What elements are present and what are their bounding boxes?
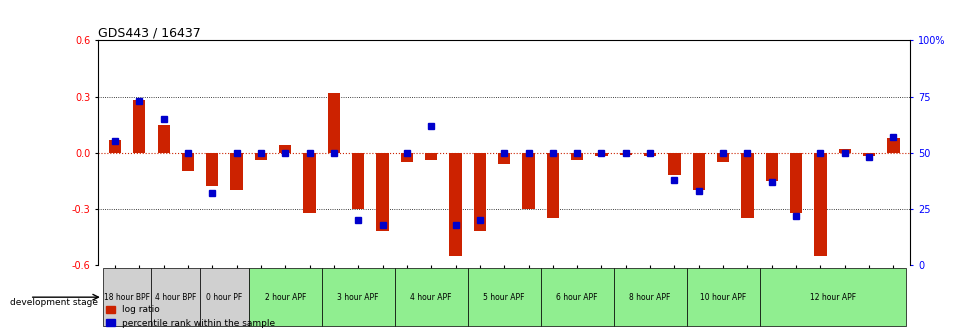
Bar xyxy=(109,139,121,153)
FancyBboxPatch shape xyxy=(686,268,759,326)
Text: 0 hour PF: 0 hour PF xyxy=(206,293,243,302)
Bar xyxy=(546,153,558,218)
FancyBboxPatch shape xyxy=(394,268,467,326)
Text: 8 hour APF: 8 hour APF xyxy=(629,293,670,302)
Text: 6 hour APF: 6 hour APF xyxy=(556,293,598,302)
FancyBboxPatch shape xyxy=(759,268,905,326)
Bar xyxy=(838,149,850,153)
Text: 2 hour APF: 2 hour APF xyxy=(264,293,305,302)
Bar xyxy=(765,153,778,181)
Bar xyxy=(157,125,169,153)
Text: 12 hour APF: 12 hour APF xyxy=(809,293,855,302)
FancyBboxPatch shape xyxy=(103,268,152,326)
Bar xyxy=(303,153,315,213)
Text: 18 hour BPF: 18 hour BPF xyxy=(104,293,150,302)
Bar xyxy=(449,153,462,256)
Bar xyxy=(692,153,704,190)
Bar xyxy=(133,100,145,153)
FancyBboxPatch shape xyxy=(613,268,686,326)
Text: 4 hour APF: 4 hour APF xyxy=(410,293,452,302)
Bar xyxy=(814,153,825,256)
Bar xyxy=(644,153,655,157)
FancyBboxPatch shape xyxy=(467,268,540,326)
FancyBboxPatch shape xyxy=(248,268,322,326)
Bar xyxy=(789,153,801,213)
Bar xyxy=(182,153,194,171)
FancyBboxPatch shape xyxy=(322,268,394,326)
Bar xyxy=(716,153,729,162)
Text: 5 hour APF: 5 hour APF xyxy=(483,293,524,302)
Bar xyxy=(206,153,218,186)
FancyBboxPatch shape xyxy=(152,268,200,326)
Bar xyxy=(522,153,534,209)
Text: GDS443 / 16437: GDS443 / 16437 xyxy=(98,26,200,39)
FancyBboxPatch shape xyxy=(540,268,613,326)
Bar xyxy=(473,153,485,232)
Text: 4 hour BPF: 4 hour BPF xyxy=(155,293,197,302)
Bar xyxy=(668,153,680,175)
Bar xyxy=(328,93,339,153)
Bar xyxy=(424,153,437,160)
Bar xyxy=(863,153,874,157)
Legend: log ratio, percentile rank within the sample: log ratio, percentile rank within the sa… xyxy=(103,302,279,332)
Bar xyxy=(254,153,267,160)
Bar xyxy=(230,153,243,190)
Bar xyxy=(352,153,364,209)
Bar xyxy=(279,145,291,153)
Bar xyxy=(619,153,631,155)
FancyBboxPatch shape xyxy=(200,268,248,326)
Bar xyxy=(595,153,607,157)
Bar xyxy=(740,153,753,218)
Text: 3 hour APF: 3 hour APF xyxy=(337,293,378,302)
Bar xyxy=(886,138,899,153)
Bar xyxy=(498,153,510,164)
Text: development stage: development stage xyxy=(10,298,98,307)
Bar xyxy=(570,153,583,160)
Bar xyxy=(377,153,388,232)
Text: 10 hour APF: 10 hour APF xyxy=(699,293,745,302)
Bar xyxy=(400,153,413,162)
